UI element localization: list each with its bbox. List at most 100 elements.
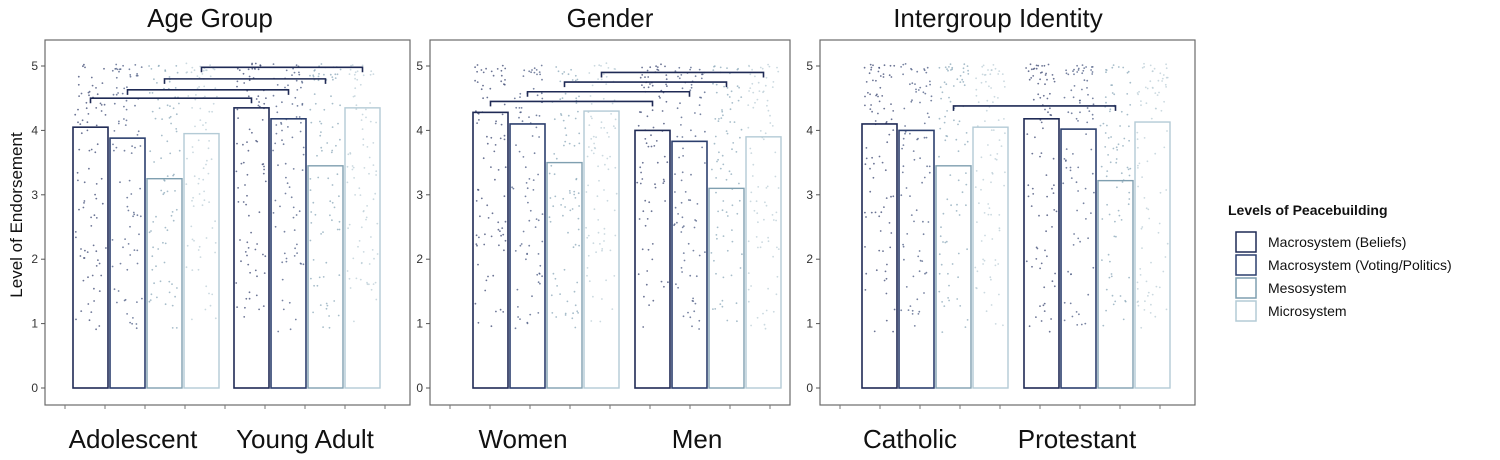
data-point (983, 212, 986, 214)
data-point (272, 63, 275, 65)
data-point (123, 118, 125, 120)
data-point (1139, 274, 1142, 276)
data-point (1105, 71, 1107, 74)
data-point (125, 99, 128, 102)
data-point (312, 311, 314, 314)
data-point (499, 230, 501, 233)
data-point (736, 212, 739, 215)
data-point (480, 88, 483, 91)
data-point (153, 282, 156, 285)
data-point (275, 132, 278, 135)
data-point (881, 161, 884, 164)
data-point (336, 228, 339, 231)
data-point (642, 210, 645, 213)
data-point (950, 204, 952, 207)
panel-title: Gender (567, 3, 654, 33)
data-point (209, 75, 212, 78)
bar-women-1 (472, 111, 509, 389)
data-point (1145, 102, 1148, 105)
data-point (91, 274, 94, 277)
data-point (1166, 76, 1169, 79)
data-point (771, 214, 774, 216)
data-point (1159, 191, 1162, 194)
data-point (572, 312, 574, 315)
data-point (312, 201, 315, 204)
data-point (237, 187, 240, 189)
data-point (251, 67, 254, 70)
data-point (646, 270, 649, 272)
data-point (302, 263, 305, 266)
data-point (302, 146, 305, 149)
data-point (134, 146, 136, 149)
data-point (885, 319, 888, 322)
data-point (256, 243, 258, 245)
data-point (748, 64, 750, 67)
data-point (1035, 64, 1038, 67)
data-point (977, 101, 980, 104)
data-point (905, 286, 908, 288)
data-point (129, 321, 132, 324)
data-point (1106, 124, 1108, 127)
data-point (885, 277, 888, 280)
data-point (651, 243, 654, 245)
data-point (941, 91, 944, 94)
data-point (869, 93, 871, 96)
data-point (112, 143, 114, 146)
data-point (320, 63, 323, 65)
data-point (320, 122, 323, 125)
data-point (353, 73, 356, 76)
data-point (359, 194, 362, 197)
data-point (280, 121, 282, 124)
data-point (864, 246, 866, 248)
data-point (312, 259, 315, 261)
data-point (100, 110, 103, 112)
data-point (96, 143, 99, 146)
data-point (246, 141, 248, 144)
data-point (938, 253, 941, 256)
data-point (1137, 146, 1139, 149)
category-label: Protestant (1018, 424, 1137, 454)
data-point (517, 306, 519, 308)
data-point (762, 138, 765, 141)
data-point (747, 300, 750, 303)
data-point (666, 85, 668, 87)
data-point (486, 96, 489, 99)
data-point (869, 63, 872, 66)
data-point (333, 206, 336, 209)
data-point (90, 216, 92, 219)
data-point (674, 191, 676, 193)
data-point (643, 295, 645, 298)
data-point (985, 310, 988, 313)
data-point (879, 75, 882, 77)
data-point (1107, 253, 1110, 256)
data-point (988, 85, 990, 88)
data-point (719, 303, 722, 305)
data-point (691, 299, 694, 302)
data-point (358, 240, 361, 242)
data-point (328, 315, 330, 317)
data-point (482, 97, 484, 100)
data-point (941, 331, 944, 333)
data-point (214, 251, 217, 254)
data-point (88, 90, 91, 93)
data-point (518, 116, 520, 119)
data-point (698, 68, 701, 71)
data-point (1003, 86, 1006, 88)
data-point (713, 259, 715, 262)
data-point (725, 130, 728, 133)
data-point (119, 68, 122, 70)
data-point (281, 129, 283, 132)
data-point (698, 328, 700, 330)
data-point (989, 73, 992, 76)
data-point (753, 209, 756, 212)
data-point (562, 214, 564, 217)
data-point (1157, 231, 1160, 234)
data-point (598, 64, 601, 67)
data-point (959, 305, 962, 307)
jitter-points (548, 66, 581, 329)
data-point (752, 91, 755, 94)
data-point (329, 200, 332, 203)
bar-catholic-1 (861, 123, 898, 389)
data-point (948, 299, 950, 302)
data-point (366, 281, 368, 284)
